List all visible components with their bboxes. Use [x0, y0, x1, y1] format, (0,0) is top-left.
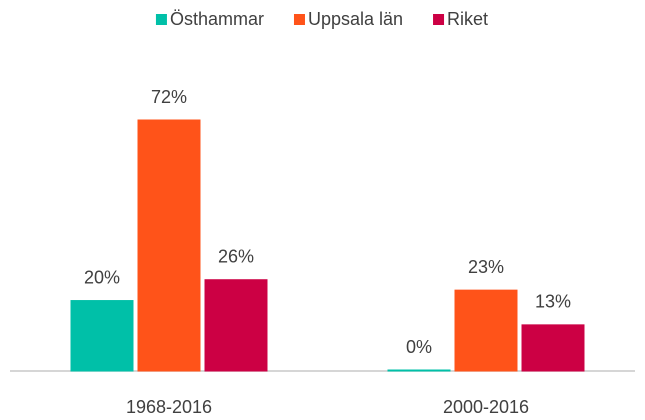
data-label: 23% [468, 257, 504, 277]
data-label: 0% [406, 337, 432, 357]
data-label: 26% [218, 246, 254, 266]
bar [204, 279, 268, 372]
bar [387, 369, 451, 372]
x-tick-label: 2000-2016 [443, 397, 529, 417]
bar [70, 300, 134, 372]
x-tick-label: 1968-2016 [126, 397, 212, 417]
data-label: 13% [535, 292, 571, 312]
legend-label: Riket [447, 9, 488, 29]
legend-swatch [433, 14, 445, 25]
bar [521, 324, 585, 372]
legend-label: Östhammar [170, 9, 264, 29]
legend-swatch [155, 14, 167, 25]
legend-label: Uppsala län [308, 9, 403, 29]
bar [454, 289, 518, 372]
bar [137, 119, 201, 372]
data-label: 20% [84, 267, 120, 287]
legend-swatch [293, 14, 305, 25]
data-label: 72% [151, 87, 187, 107]
